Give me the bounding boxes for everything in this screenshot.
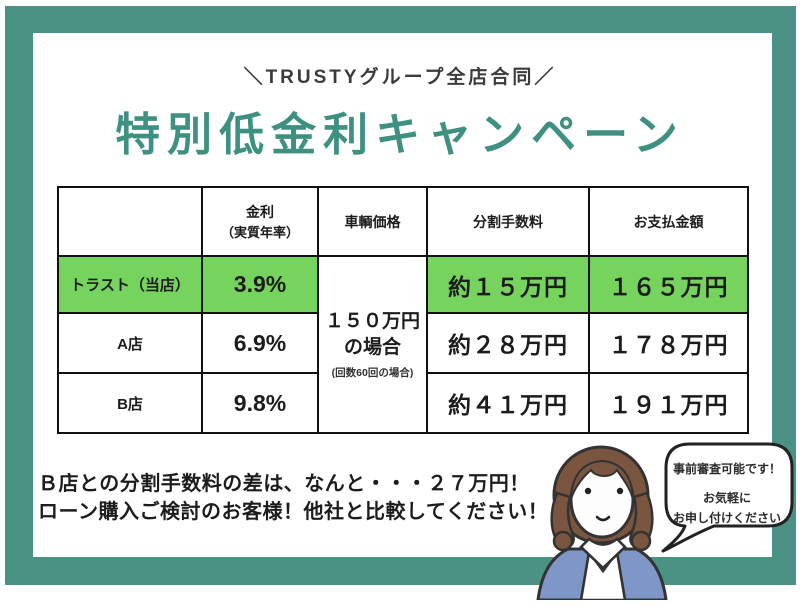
total-cell: １９１万円 bbox=[588, 372, 749, 434]
store-name-cell: トラスト（当店） bbox=[57, 255, 203, 314]
store-name-cell: A店 bbox=[57, 312, 203, 374]
store-name-cell: B店 bbox=[57, 372, 203, 434]
fee-cell: 約１５万円 bbox=[426, 255, 590, 314]
staff-woman-icon bbox=[536, 445, 668, 602]
table-header-row: 金利 （実質年率） 車輌価格 分割手数料 お支払金額 bbox=[57, 186, 749, 257]
table-row-store-a: A店 6.9% 約２８万円 １７８万円 bbox=[57, 312, 749, 374]
total-cell: １６５万円 bbox=[588, 255, 749, 314]
bubble-line-2: お気軽に bbox=[702, 491, 751, 505]
total-cell: １７８万円 bbox=[588, 312, 749, 374]
bubble-line-1: 事前審査可能です！ bbox=[672, 462, 781, 476]
campaign-title: 特別低金利キャンペーン bbox=[115, 109, 685, 160]
vehicle-price-merged-cell: １５０万円 の場合 (回数60回の場合) bbox=[317, 255, 428, 434]
speech-bubble: 事前審査可能です！ お気軽に お申し付けください bbox=[650, 438, 800, 556]
rate-cell: 9.8% bbox=[201, 372, 319, 434]
staff-woman-illustration bbox=[533, 445, 673, 602]
rate-cell: 3.9% bbox=[201, 255, 319, 314]
header-total-payment: お支払金額 bbox=[588, 186, 749, 257]
footer-line-1: Ｂ店との分割手数料の差は、なんと・・・２７万円！ bbox=[38, 473, 530, 495]
speech-bubble-text: 事前審査可能です！ お気軽に お申し付けください bbox=[668, 460, 786, 526]
fee-cell: 約２８万円 bbox=[426, 312, 590, 374]
table-row-store-b: B店 9.8% 約４１万円 １９１万円 bbox=[57, 372, 749, 434]
fee-cell: 約４１万円 bbox=[426, 372, 590, 434]
table-row-trust: トラスト（当店） 3.9% １５０万円 の場合 (回数60回の場合) 約１５万円… bbox=[57, 255, 749, 434]
footer-line-2: ローン購入ご検討のお客様！他社と比較してください！ bbox=[38, 501, 549, 523]
header-vehicle-price: 車輌価格 bbox=[317, 186, 428, 257]
campaign-slogan: ＼TRUSTYグループ全店合同／ bbox=[243, 67, 557, 88]
rate-comparison-table: 金利 （実質年率） 車輌価格 分割手数料 お支払金額 トラスト（当店） 3.9%… bbox=[57, 186, 749, 434]
header-store bbox=[57, 186, 203, 257]
bubble-line-3: お申し付けください bbox=[672, 511, 781, 525]
rate-cell: 6.9% bbox=[201, 312, 319, 374]
footer-message: Ｂ店との分割手数料の差は、なんと・・・２７万円！ ローン購入ご検討のお客様！他社… bbox=[38, 470, 548, 526]
green-frame-border bbox=[5, 6, 796, 585]
header-interest-rate: 金利 （実質年率） bbox=[201, 186, 319, 257]
header-installment-fee: 分割手数料 bbox=[426, 186, 590, 257]
speech-bubble-shape bbox=[661, 442, 794, 553]
